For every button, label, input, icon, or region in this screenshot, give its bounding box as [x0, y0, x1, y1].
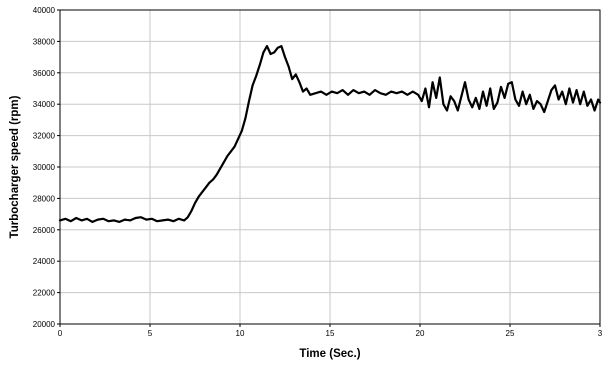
y-axis: 20000 22000 24000 26000 28000 30000 32000 34000… — [33, 6, 60, 329]
x-tick-label: 0 — [58, 329, 63, 338]
x-tick-label: 5 — [148, 329, 153, 338]
x-axis: 0 5 10 15 20 25 3 — [58, 324, 602, 338]
y-tick-label: 34000 — [33, 100, 56, 109]
y-tick-label: 22000 — [33, 289, 56, 298]
y-tick-label: 36000 — [33, 69, 56, 78]
y-tick-label: 38000 — [33, 37, 56, 46]
y-tick-label: 32000 — [33, 132, 56, 141]
y-tick-label: 40000 — [33, 6, 56, 15]
x-tick-label: 20 — [416, 329, 425, 338]
x-tick-label: 25 — [506, 329, 515, 338]
y-tick-label: 26000 — [33, 226, 56, 235]
x-tick-label: 10 — [236, 329, 245, 338]
y-axis-title: Turbocharger speed (rpm) — [9, 95, 21, 238]
y-tick-label: 20000 — [33, 320, 56, 329]
y-tick-label: 28000 — [33, 194, 56, 203]
x-tick-label: 3 — [598, 329, 602, 338]
x-tick-label: 15 — [326, 329, 335, 338]
gridlines — [60, 10, 600, 324]
turbocharger-speed-line — [58, 45, 602, 223]
y-tick-label: 24000 — [33, 257, 56, 266]
y-tick-label: 30000 — [33, 163, 56, 172]
x-axis-title: Time (Sec.) — [299, 348, 360, 360]
